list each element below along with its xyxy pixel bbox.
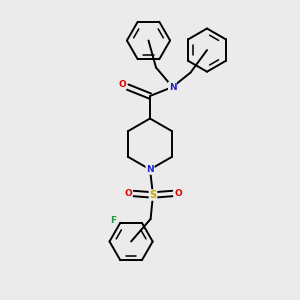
Text: N: N — [169, 82, 176, 91]
Text: F: F — [110, 216, 116, 225]
Text: S: S — [149, 190, 157, 200]
Text: O: O — [124, 189, 132, 198]
Text: O: O — [174, 189, 182, 198]
Text: O: O — [118, 80, 126, 89]
Text: N: N — [146, 165, 154, 174]
